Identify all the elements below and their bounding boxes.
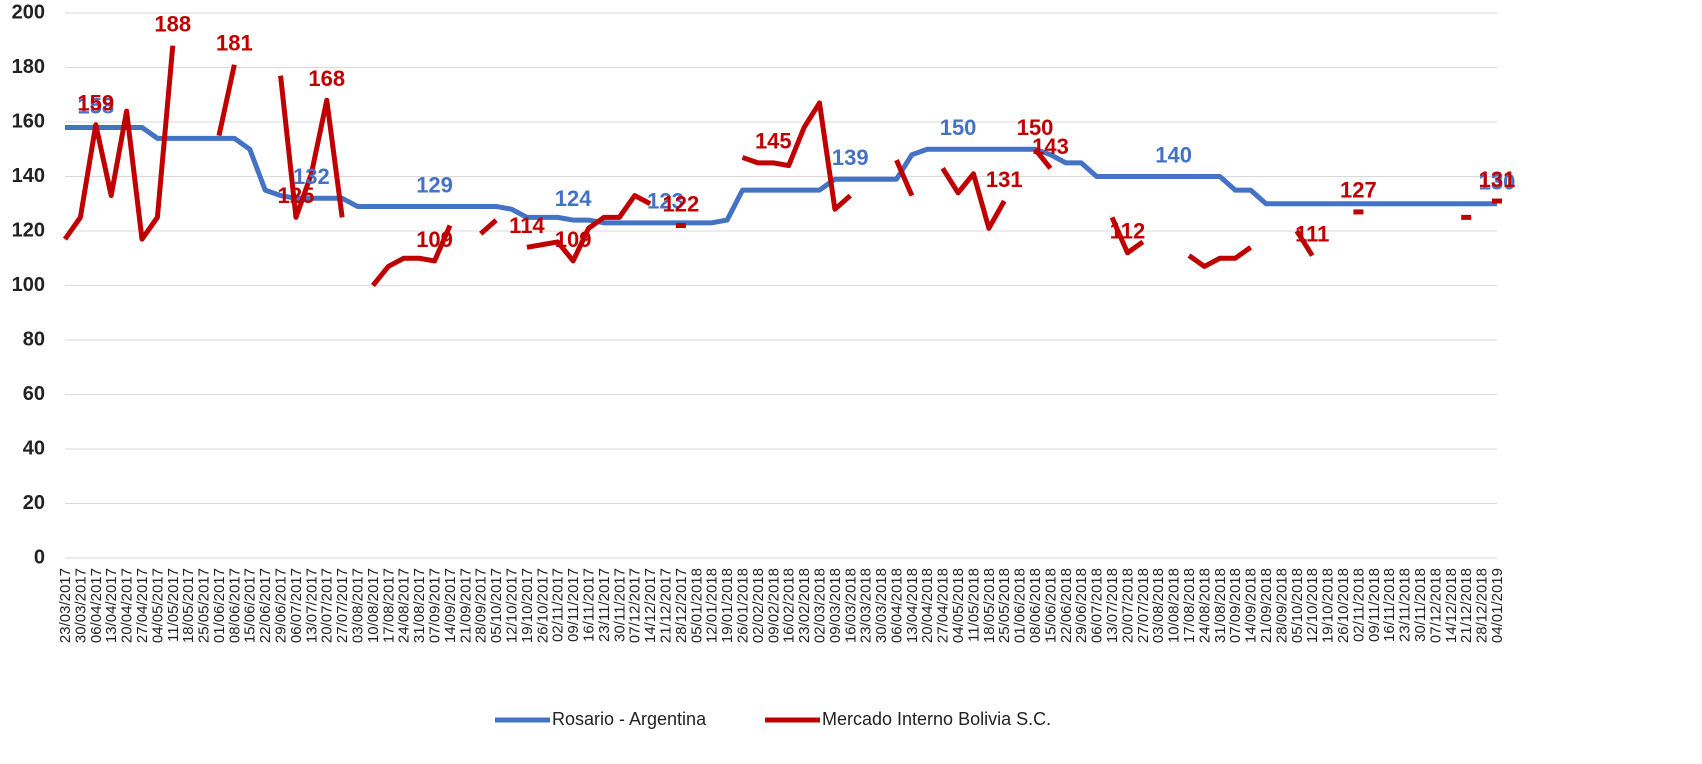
data-label: 159 — [77, 91, 114, 116]
data-label: 188 — [154, 12, 191, 37]
chart: 02040608010012014016018020023/03/201730/… — [0, 0, 1702, 764]
y-tick-label: 60 — [23, 383, 45, 405]
data-label: 112 — [1110, 219, 1146, 244]
series-line — [65, 46, 1312, 286]
data-label: 140 — [1155, 142, 1192, 167]
data-label: 145 — [755, 129, 792, 154]
data-label: 131 — [986, 167, 1023, 192]
y-tick-label: 40 — [23, 437, 45, 459]
y-tick-label: 160 — [12, 110, 45, 132]
data-label: 109 — [555, 227, 592, 252]
y-tick-label: 0 — [34, 546, 45, 568]
data-label: 131 — [1479, 167, 1516, 192]
y-tick-label: 80 — [23, 328, 45, 350]
data-label: 150 — [940, 115, 977, 140]
page: {"chart_data": {"type": "line", "categor… — [0, 0, 1702, 764]
y-tick-label: 100 — [12, 274, 45, 296]
data-label: 122 — [663, 191, 700, 216]
data-label: 114 — [509, 213, 545, 238]
data-label: 109 — [416, 227, 453, 252]
legend-label: Rosario - Argentina — [552, 709, 707, 729]
data-label: 124 — [555, 186, 592, 211]
data-label: 129 — [416, 172, 453, 197]
data-label: 111 — [1295, 221, 1329, 246]
data-label: 127 — [1340, 178, 1377, 203]
data-label: 125 — [278, 183, 315, 208]
data-label: 143 — [1032, 134, 1069, 159]
y-tick-label: 120 — [12, 219, 45, 241]
y-tick-label: 180 — [12, 56, 45, 78]
y-tick-label: 140 — [12, 165, 45, 187]
y-tick-label: 20 — [23, 492, 45, 514]
legend-label: Mercado Interno Bolivia S.C. — [822, 709, 1051, 729]
data-label: 168 — [308, 66, 345, 91]
y-tick-label: 200 — [12, 1, 45, 23]
x-tick-label: 04/01/2019 — [1489, 568, 1506, 643]
data-label: 139 — [832, 145, 869, 170]
data-label: 181 — [216, 31, 253, 56]
